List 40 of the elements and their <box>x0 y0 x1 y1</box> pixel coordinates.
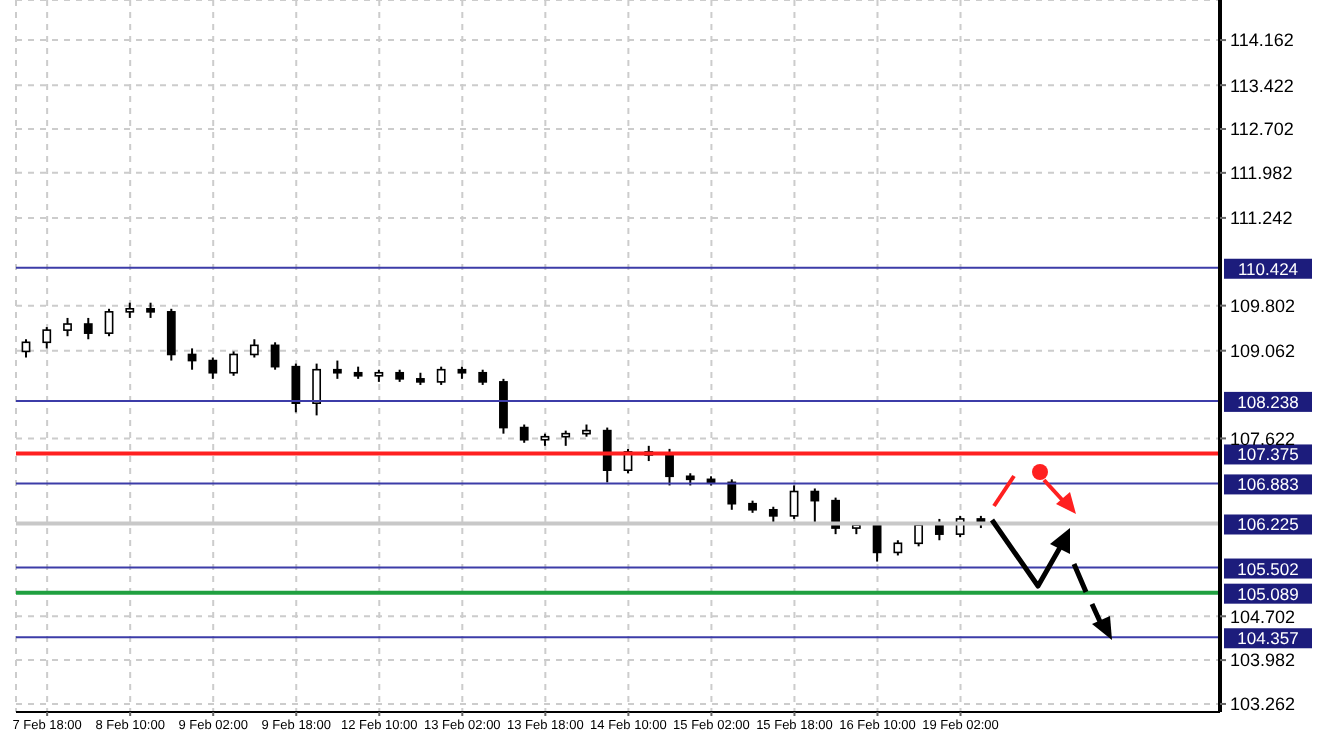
candlestick <box>42 326 52 350</box>
ref-line-label: 104.357 <box>1237 628 1300 649</box>
candlestick <box>789 484 799 520</box>
candlestick <box>665 447 674 487</box>
y-tick-label: 104.702 <box>1230 606 1296 627</box>
ref-line-label: 107.375 <box>1237 444 1300 465</box>
ref-line-label: 106.883 <box>1237 474 1300 495</box>
candlestick <box>249 338 259 359</box>
ref-line-label: 105.502 <box>1237 558 1300 579</box>
y-tick-label: 111.242 <box>1230 208 1293 229</box>
candlestick <box>810 487 820 523</box>
y-tick-label: 111.982 <box>1230 163 1293 184</box>
candlestick <box>291 362 301 414</box>
ref-line-label: 105.089 <box>1237 583 1300 604</box>
candlestick <box>727 478 737 511</box>
candlestick <box>312 362 322 417</box>
candlestick <box>332 359 342 380</box>
y-tick-label: 112.702 <box>1230 119 1294 140</box>
y-tick-label: 113.422 <box>1230 75 1294 96</box>
candlestick <box>499 377 508 435</box>
candlestick <box>104 307 114 338</box>
candlestick <box>63 316 72 338</box>
y-tick-label: 103.982 <box>1230 650 1296 671</box>
candlestick <box>229 350 238 377</box>
candlestick <box>83 316 93 341</box>
candlestick <box>519 423 529 444</box>
candlestick <box>270 341 280 371</box>
ref-line-label: 110.424 <box>1237 258 1299 279</box>
ref-line-label: 108.238 <box>1237 391 1300 412</box>
candlestick <box>208 356 218 380</box>
candlestick <box>21 338 31 359</box>
y-tick-label: 109.062 <box>1230 341 1296 362</box>
y-tick-label: 103.262 <box>1230 694 1296 715</box>
ref-line-label: 106.225 <box>1237 514 1300 535</box>
candlestick <box>436 365 446 386</box>
y-tick-label: 114.162 <box>1230 30 1294 51</box>
y-tick-label: 107.622 <box>1230 428 1296 449</box>
candlestick <box>166 307 176 362</box>
candlestick <box>602 426 612 484</box>
y-tick-label: 109.802 <box>1230 296 1296 317</box>
